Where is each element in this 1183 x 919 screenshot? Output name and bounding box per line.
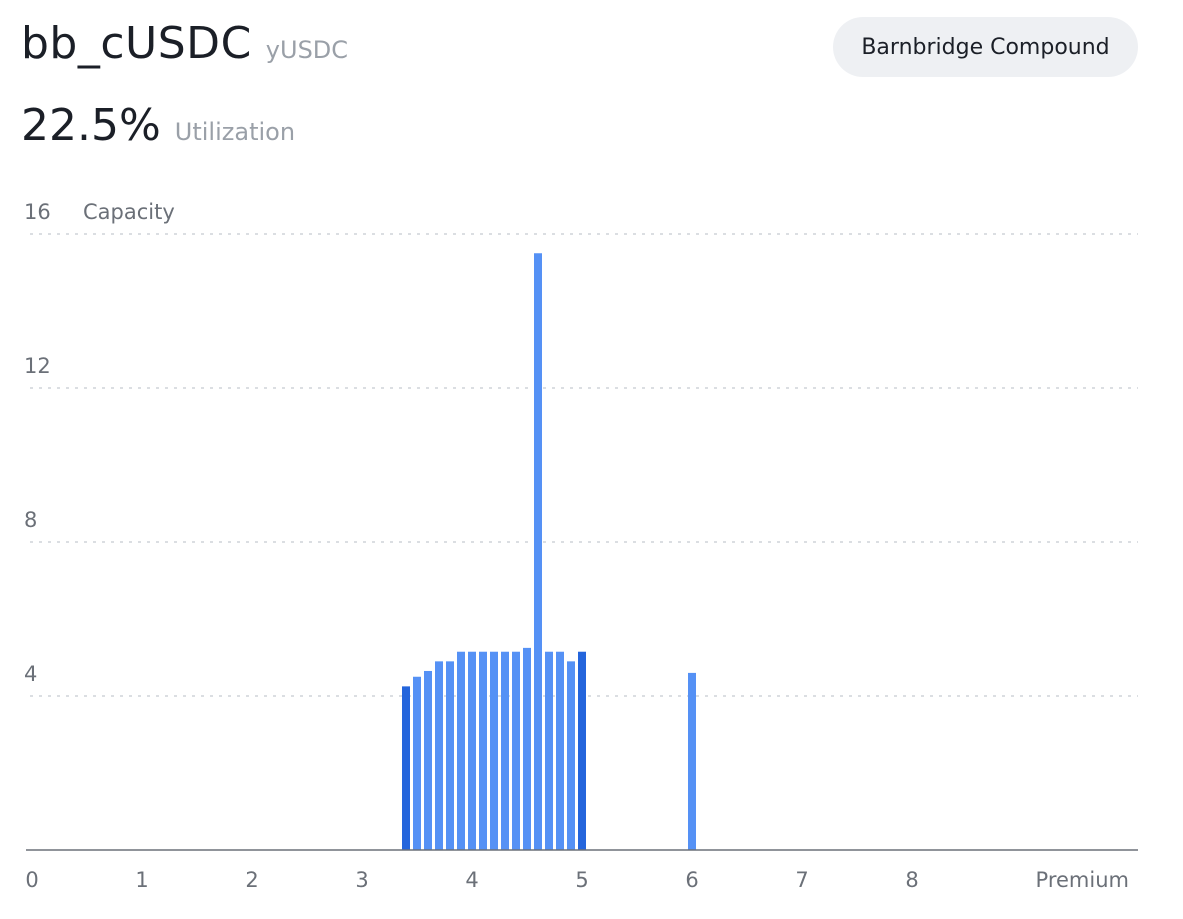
grid-lines bbox=[30, 233, 1138, 697]
bar-5 bbox=[457, 651, 465, 850]
x-tick-label-8: 8 bbox=[905, 868, 918, 892]
bar-11 bbox=[523, 647, 531, 850]
bar-3 bbox=[435, 661, 443, 850]
bar-0 bbox=[402, 686, 410, 850]
x-tick-label-6: 6 bbox=[685, 868, 698, 892]
bar-15 bbox=[567, 661, 575, 850]
x-ticks: 0 1 2 3 4 5 6 7 8 bbox=[25, 868, 918, 892]
x-tick-label-7: 7 bbox=[795, 868, 808, 892]
bar-7 bbox=[479, 651, 487, 850]
protocol-button[interactable]: Barnbridge Compound bbox=[833, 17, 1138, 77]
y-tick-label-12: 12 bbox=[24, 354, 51, 378]
bar-2 bbox=[424, 670, 432, 850]
x-axis-label: Premium bbox=[1036, 868, 1129, 892]
bar-10 bbox=[512, 651, 520, 850]
y-tick-label-16: 16 bbox=[24, 200, 51, 224]
x-tick-label-0: 0 bbox=[25, 868, 38, 892]
x-tick-label-3: 3 bbox=[355, 868, 368, 892]
pool-header: bb_cUSDC yUSDC bbox=[21, 22, 348, 66]
bar-16 bbox=[578, 651, 586, 850]
y-axis-label: Capacity bbox=[83, 200, 175, 224]
utilization-metric: 22.5% Utilization bbox=[21, 104, 295, 148]
pool-subtitle: yUSDC bbox=[265, 36, 349, 64]
bars bbox=[402, 253, 696, 850]
y-tick-label-4: 4 bbox=[24, 662, 37, 686]
bar-14 bbox=[556, 651, 564, 850]
utilization-label: Utilization bbox=[174, 118, 296, 146]
utilization-value: 22.5% bbox=[21, 100, 161, 151]
bar-9 bbox=[501, 651, 509, 850]
bar-13 bbox=[545, 651, 553, 850]
pool-title: bb_cUSDC bbox=[21, 18, 252, 69]
x-tick-label-4: 4 bbox=[465, 868, 478, 892]
bar-6 bbox=[468, 651, 476, 850]
x-tick-label-2: 2 bbox=[245, 868, 258, 892]
x-tick-label-5: 5 bbox=[575, 868, 588, 892]
y-ticks: 4 8 12 16 bbox=[24, 200, 51, 686]
bar-1 bbox=[413, 676, 421, 850]
bar-17 bbox=[688, 672, 696, 850]
y-tick-label-8: 8 bbox=[24, 508, 37, 532]
bar-4 bbox=[446, 661, 454, 850]
bar-8 bbox=[490, 651, 498, 850]
bar-12 bbox=[534, 253, 542, 850]
x-tick-label-1: 1 bbox=[135, 868, 148, 892]
